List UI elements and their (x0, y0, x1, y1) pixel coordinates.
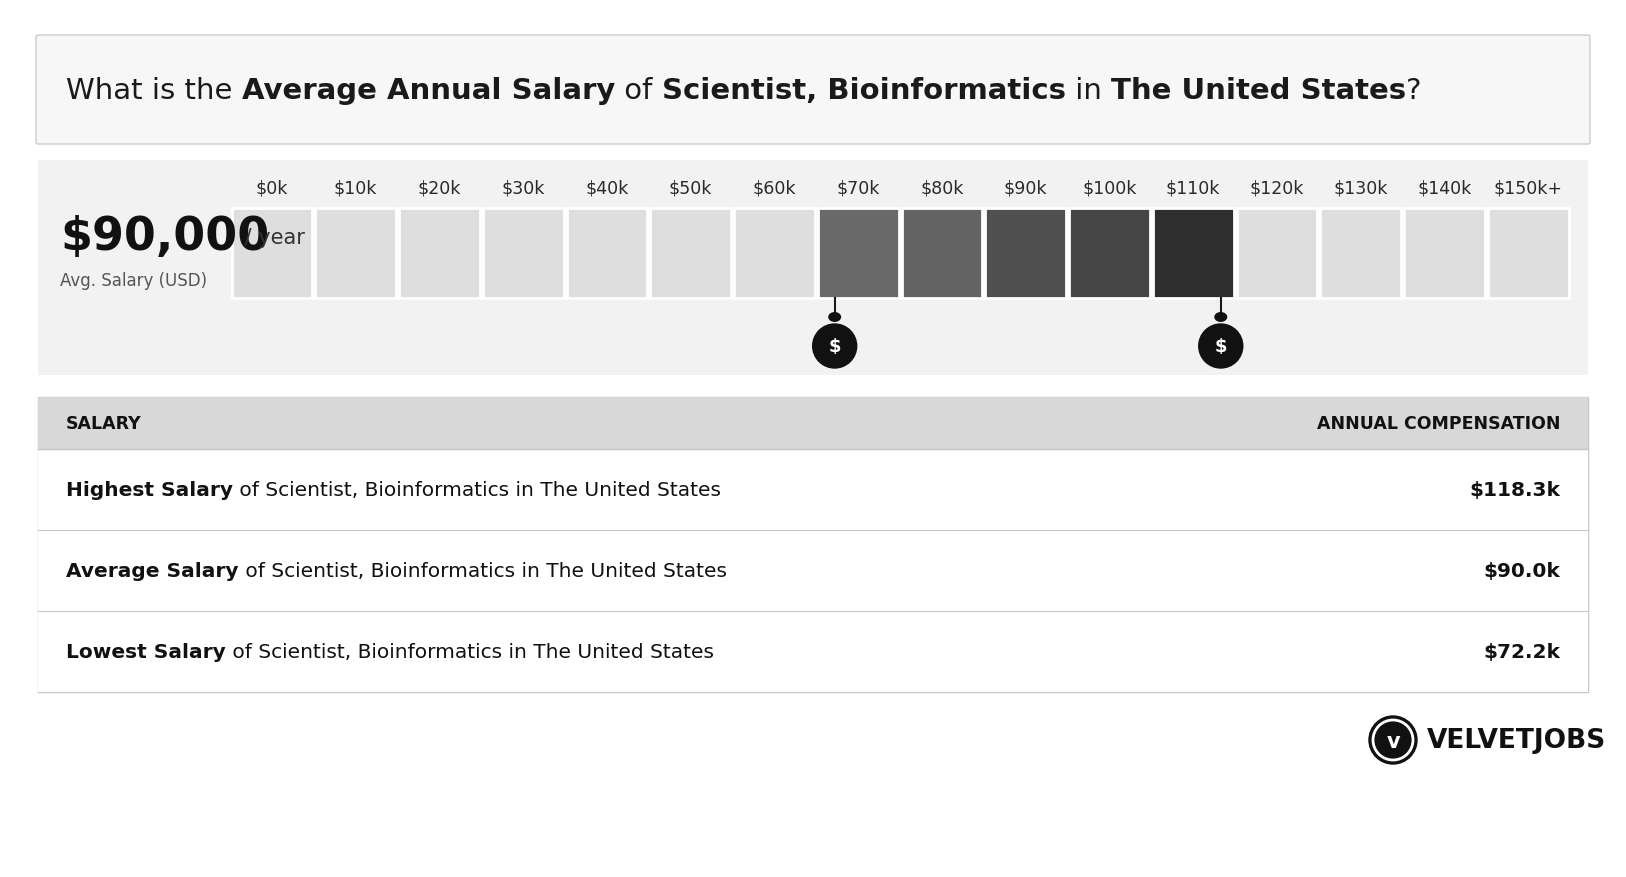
Bar (37, 611, 1589, 692)
Text: $20k: $20k (418, 180, 462, 198)
Text: $: $ (1215, 338, 1228, 355)
Text: Average Annual Salary: Average Annual Salary (242, 76, 615, 104)
Text: of Scientist, Bioinformatics in The United States: of Scientist, Bioinformatics in The Unit… (239, 561, 727, 581)
Text: $90k: $90k (1003, 180, 1047, 198)
Text: $0k: $0k (255, 180, 288, 198)
Text: $60k: $60k (753, 180, 797, 198)
Text: $100k: $100k (1083, 180, 1137, 198)
Text: Scientist, Bioinformatics: Scientist, Bioinformatics (662, 76, 1065, 104)
Text: $130k: $130k (1333, 180, 1389, 198)
Circle shape (1198, 324, 1242, 368)
Text: SALARY: SALARY (67, 415, 141, 432)
Text: ANNUAL COMPENSATION: ANNUAL COMPENSATION (1317, 415, 1559, 432)
Bar (1403, 209, 1485, 299)
Text: $40k: $40k (585, 180, 629, 198)
Text: $120k: $120k (1250, 180, 1304, 198)
Text: ?: ? (1406, 76, 1421, 104)
Text: of Scientist, Bioinformatics in The United States: of Scientist, Bioinformatics in The Unit… (233, 481, 720, 499)
Text: Lowest Salary: Lowest Salary (67, 642, 226, 661)
Text: $10k: $10k (333, 180, 377, 198)
Circle shape (1369, 717, 1416, 764)
Text: $: $ (828, 338, 841, 355)
Text: Average Salary: Average Salary (67, 561, 239, 581)
Bar (37, 450, 1589, 531)
Bar (566, 209, 647, 299)
Text: $150k+: $150k+ (1494, 180, 1563, 198)
Bar (37, 397, 1589, 450)
Text: of: of (615, 76, 662, 104)
Text: Avg. Salary (USD): Avg. Salary (USD) (60, 272, 207, 289)
Text: $118.3k: $118.3k (1470, 481, 1559, 499)
Text: of Scientist, Bioinformatics in The United States: of Scientist, Bioinformatics in The Unit… (226, 642, 714, 661)
Text: $50k: $50k (668, 180, 712, 198)
Bar (1236, 209, 1317, 299)
Bar (483, 209, 564, 299)
Text: $70k: $70k (836, 180, 880, 198)
Bar (1488, 209, 1569, 299)
Bar (37, 531, 1589, 611)
Ellipse shape (828, 312, 841, 323)
Bar (818, 209, 899, 299)
Text: in: in (1065, 76, 1111, 104)
Ellipse shape (1215, 312, 1228, 323)
Bar (901, 209, 982, 299)
Text: $140k: $140k (1418, 180, 1472, 198)
Bar (398, 209, 480, 299)
Text: What is the: What is the (67, 76, 242, 104)
FancyBboxPatch shape (36, 36, 1590, 145)
Text: $90,000: $90,000 (60, 215, 270, 260)
Bar (1153, 209, 1234, 299)
Bar (1068, 209, 1150, 299)
Text: VELVETJOBS: VELVETJOBS (1428, 727, 1606, 753)
Text: $30k: $30k (501, 180, 545, 198)
Bar (231, 209, 312, 299)
Circle shape (813, 324, 857, 368)
Text: $72.2k: $72.2k (1483, 642, 1559, 661)
Bar (733, 209, 815, 299)
Bar (650, 209, 732, 299)
Text: / year: / year (237, 227, 306, 247)
Bar (315, 209, 397, 299)
Bar (37, 160, 1589, 375)
Text: The United States: The United States (1111, 76, 1406, 104)
Text: v: v (1387, 731, 1400, 751)
Bar (985, 209, 1067, 299)
Text: $90.0k: $90.0k (1483, 561, 1559, 581)
Text: Highest Salary: Highest Salary (67, 481, 233, 499)
Text: $80k: $80k (920, 180, 964, 198)
Bar (37, 397, 1589, 692)
Bar (1320, 209, 1402, 299)
Text: $110k: $110k (1166, 180, 1220, 198)
